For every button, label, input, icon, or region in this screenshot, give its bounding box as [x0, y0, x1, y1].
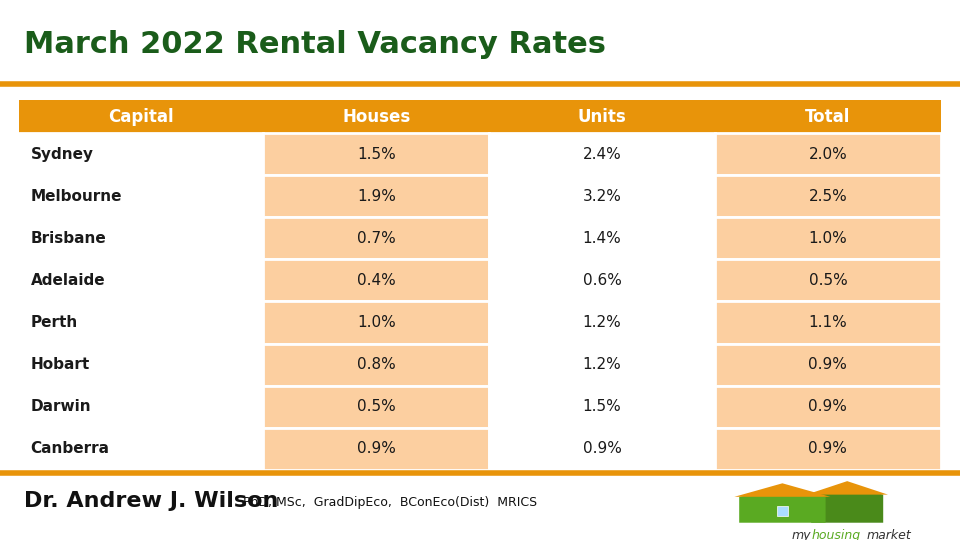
Bar — [490, 259, 715, 301]
Bar — [19, 176, 263, 217]
Bar — [19, 428, 263, 470]
Text: 0.5%: 0.5% — [357, 399, 396, 414]
Bar — [19, 343, 263, 386]
Text: 0.8%: 0.8% — [357, 357, 396, 372]
Text: Units: Units — [578, 107, 627, 125]
Bar — [490, 301, 715, 343]
Text: Total: Total — [805, 107, 851, 125]
Bar — [263, 343, 490, 386]
Bar — [263, 259, 490, 301]
Bar — [490, 133, 715, 176]
Text: 2.0%: 2.0% — [808, 147, 848, 161]
Text: Capital: Capital — [108, 107, 174, 125]
Bar — [263, 133, 490, 176]
Text: Canberra: Canberra — [31, 441, 109, 456]
Bar — [19, 259, 263, 301]
Bar — [715, 217, 941, 259]
Bar — [715, 100, 941, 133]
Text: market: market — [867, 529, 912, 540]
Bar — [715, 386, 941, 428]
Text: 0.9%: 0.9% — [808, 441, 848, 456]
Text: 1.0%: 1.0% — [808, 231, 848, 246]
Bar — [19, 386, 263, 428]
Bar — [490, 217, 715, 259]
Text: Melbourne: Melbourne — [31, 189, 122, 204]
Text: 0.9%: 0.9% — [808, 357, 848, 372]
Bar — [715, 428, 941, 470]
Text: PhD, MSc,  GradDipEco,  BConEco(Dist)  MRICS: PhD, MSc, GradDipEco, BConEco(Dist) MRIC… — [243, 496, 537, 509]
Text: 0.9%: 0.9% — [357, 441, 396, 456]
Text: 2.4%: 2.4% — [583, 147, 621, 161]
Text: 1.5%: 1.5% — [583, 399, 621, 414]
Polygon shape — [811, 485, 883, 523]
Text: 1.9%: 1.9% — [357, 189, 396, 204]
Text: Sydney: Sydney — [31, 147, 94, 161]
Text: 0.4%: 0.4% — [357, 273, 396, 288]
Polygon shape — [739, 487, 826, 523]
Text: 1.2%: 1.2% — [583, 315, 621, 330]
Text: 2.5%: 2.5% — [808, 189, 848, 204]
Bar — [715, 259, 941, 301]
Bar — [263, 217, 490, 259]
Bar — [263, 301, 490, 343]
Text: 1.1%: 1.1% — [808, 315, 848, 330]
Text: 1.4%: 1.4% — [583, 231, 621, 246]
Bar — [263, 100, 490, 133]
Bar — [19, 301, 263, 343]
Bar — [715, 343, 941, 386]
Bar — [490, 428, 715, 470]
Bar — [715, 133, 941, 176]
Bar — [490, 176, 715, 217]
Bar — [19, 100, 263, 133]
Bar — [490, 100, 715, 133]
Bar — [490, 386, 715, 428]
Bar — [715, 176, 941, 217]
Text: Houses: Houses — [342, 107, 411, 125]
Text: 1.2%: 1.2% — [583, 357, 621, 372]
Text: Hobart: Hobart — [31, 357, 90, 372]
Text: 3.2%: 3.2% — [583, 189, 621, 204]
Bar — [263, 176, 490, 217]
Text: 0.7%: 0.7% — [357, 231, 396, 246]
Polygon shape — [806, 481, 888, 495]
Polygon shape — [734, 483, 830, 497]
Bar — [715, 301, 941, 343]
Bar — [777, 506, 788, 516]
Text: Darwin: Darwin — [31, 399, 91, 414]
Bar — [19, 133, 263, 176]
Text: 0.9%: 0.9% — [808, 399, 848, 414]
Text: my: my — [792, 529, 811, 540]
Text: 0.5%: 0.5% — [808, 273, 848, 288]
Bar — [490, 343, 715, 386]
Bar — [19, 217, 263, 259]
Text: 1.0%: 1.0% — [357, 315, 396, 330]
Bar — [263, 428, 490, 470]
Text: housing: housing — [811, 529, 860, 540]
Bar — [263, 386, 490, 428]
Text: 0.6%: 0.6% — [583, 273, 621, 288]
Text: 1.5%: 1.5% — [357, 147, 396, 161]
Text: March 2022 Rental Vacancy Rates: March 2022 Rental Vacancy Rates — [24, 30, 606, 59]
Text: Dr. Andrew J. Wilson: Dr. Andrew J. Wilson — [24, 491, 278, 511]
Text: 0.9%: 0.9% — [583, 441, 621, 456]
Text: Perth: Perth — [31, 315, 78, 330]
Text: Adelaide: Adelaide — [31, 273, 106, 288]
Text: Brisbane: Brisbane — [31, 231, 107, 246]
